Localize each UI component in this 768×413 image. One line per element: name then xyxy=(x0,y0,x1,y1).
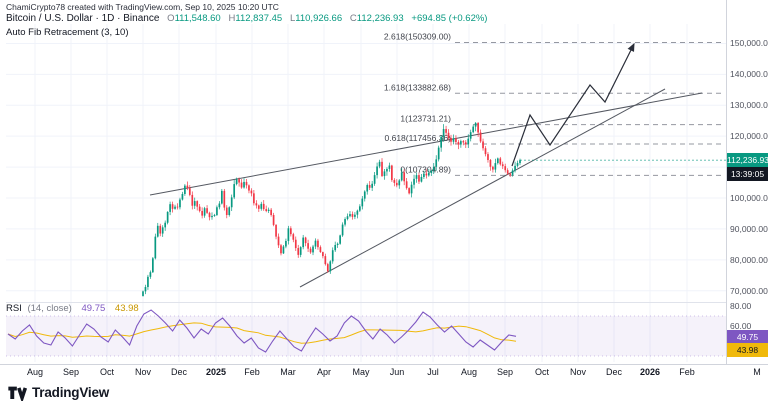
svg-text:1(123731.21): 1(123731.21) xyxy=(400,114,451,124)
svg-text:0.618(117456.36): 0.618(117456.36) xyxy=(385,133,452,143)
bar-countdown-badge: 13:39:05 xyxy=(727,166,768,181)
pane-separators xyxy=(0,0,768,365)
tradingview-logo[interactable]: TradingView xyxy=(8,384,109,401)
tradingview-logo-text: TradingView xyxy=(32,385,110,400)
rsi-axis-label: 80.00 xyxy=(730,301,752,311)
svg-text:1.618(133882.68): 1.618(133882.68) xyxy=(384,82,451,92)
rsi-axis-label: 60.00 xyxy=(730,321,752,331)
symbol-header: Bitcoin / U.S. Dollar · 1D · Binance O11… xyxy=(6,13,487,24)
time-axis-label: Oct xyxy=(534,367,549,377)
fib-indicator-title[interactable]: Auto Fib Retracement (3, 10) xyxy=(6,27,129,38)
time-axis-label: Apr xyxy=(316,367,331,377)
rsi-current-value: 49.75 xyxy=(81,303,106,314)
time-axis-label: Mar xyxy=(280,367,296,377)
time-axis-label: 2025 xyxy=(205,367,227,377)
price-axis-label: 90,000.00 xyxy=(730,223,768,234)
symbol-title[interactable]: Bitcoin / U.S. Dollar · 1D · Binance xyxy=(6,13,160,24)
high-value: 112,837.45 xyxy=(235,13,283,24)
time-axis-label: Dec xyxy=(605,367,622,377)
rsi-params: (14, close) xyxy=(27,303,72,314)
fib-retracement-levels[interactable]: 2.618(150309.00) 1.618(133882.68) 1(123731… xyxy=(384,31,724,176)
time-axis-label: Aug xyxy=(26,367,43,377)
time-axis-label: Jul xyxy=(427,367,439,377)
svg-text:2.618(150309.00): 2.618(150309.00) xyxy=(384,31,451,41)
rsi-indicator-header: RSI (14, close) 49.75 43.98 xyxy=(6,303,139,314)
grid-lines xyxy=(6,24,726,362)
open-label: O xyxy=(167,13,175,24)
time-axis-label: Oct xyxy=(99,367,114,377)
time-axis-label: Jun xyxy=(389,367,405,377)
change-value: +694.85 (+0.62%) xyxy=(411,13,488,24)
time-axis-label: May xyxy=(352,367,370,377)
time-axis-label: Dec xyxy=(170,367,187,377)
rsi-indicator-lines xyxy=(7,309,517,353)
close-value: 112,236.93 xyxy=(356,13,404,24)
high-label: H xyxy=(228,13,236,24)
price-axis-label: 70,000.00 xyxy=(730,285,768,296)
time-axis-label: Feb xyxy=(679,367,695,377)
rsi-value-badge: 49.75 xyxy=(727,329,768,344)
price-axis-label: 150,000.00 xyxy=(730,38,768,49)
low-value: 110,926.66 xyxy=(295,13,343,24)
candlestick-series xyxy=(142,122,521,297)
time-axis-label: Sep xyxy=(62,367,79,377)
price-axis-label: 100,000.00 xyxy=(730,193,768,203)
rsi-ma-current-value: 43.98 xyxy=(114,303,139,314)
last-price-badge: 112,236.93 xyxy=(727,153,768,168)
time-axis-label: Sep xyxy=(496,367,513,377)
time-axis-label: Feb xyxy=(244,367,260,377)
price-axis-label: 80,000.00 xyxy=(730,254,768,265)
time-axis-label: Aug xyxy=(460,367,477,377)
low-label: L xyxy=(289,13,296,24)
time-axis-label: 2026 xyxy=(639,367,661,377)
projection-arrow[interactable] xyxy=(511,42,726,167)
rsi-indicator-title[interactable]: RSI xyxy=(6,303,22,314)
svg-text:0(107304.89): 0(107304.89) xyxy=(400,164,451,174)
tradingview-logo-icon xyxy=(8,386,27,401)
time-axis-label: Nov xyxy=(134,367,151,377)
time-axis-label: Nov xyxy=(569,367,586,377)
close-label: C xyxy=(349,13,357,24)
rsi-ma-value-badge: 43.98 xyxy=(727,343,768,358)
price-axis-label: 120,000.00 xyxy=(730,131,768,142)
price-axis-label: 130,000.00 xyxy=(730,100,768,111)
time-axis-label: M xyxy=(753,367,761,377)
chart-attribution: ChamiCrypto78 created with TradingView.c… xyxy=(6,2,279,12)
open-value: 111,548.60 xyxy=(174,13,221,24)
rsi-band xyxy=(6,315,726,357)
trend-lines[interactable] xyxy=(149,88,703,288)
price-axis-label: 140,000.00 xyxy=(730,69,768,80)
